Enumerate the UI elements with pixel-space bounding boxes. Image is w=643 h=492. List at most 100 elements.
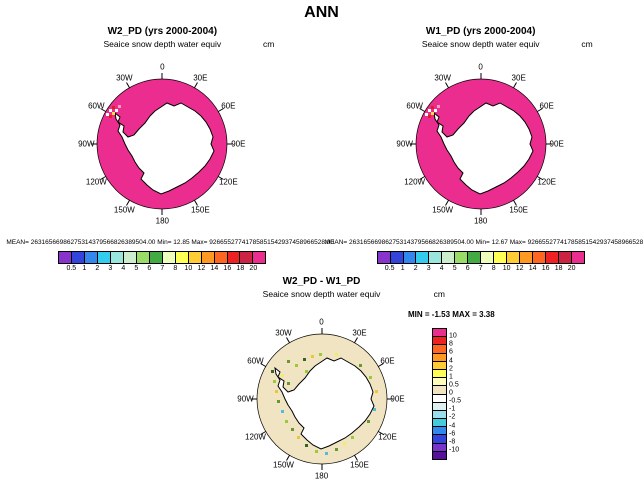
lon-label: 120W — [245, 432, 266, 442]
colorbar-segment — [187, 252, 201, 263]
colorbar-tick-label: 20 — [249, 265, 258, 272]
colorbar-tick-label: 12 — [197, 265, 206, 272]
colorbar-tick-label: 10 — [449, 332, 457, 340]
colorbar-tick-label: 2 — [449, 365, 453, 373]
lon-label: 30W — [434, 73, 451, 83]
lon-label: 60E — [539, 101, 554, 111]
colorbar-segment — [433, 336, 446, 345]
panel-w2-pd: W2_PD (yrs 2000-2004) Seaice snow depth … — [6, 24, 334, 274]
colorbar-segment — [433, 360, 446, 369]
colorbar-segment — [433, 368, 446, 378]
colorbar-segment — [433, 352, 446, 361]
colorbar-segment — [433, 418, 446, 427]
lon-label: 150W — [432, 205, 454, 215]
colorbar-tick-label: 1 — [82, 265, 87, 272]
colorbar-segment — [84, 252, 98, 263]
colorbar-tick-label: 2 — [413, 265, 418, 272]
polar-map-w2: 0 30W 30E 60W 60E 90W 90E 120W 120E 150W 150E 180 — [69, 51, 255, 237]
colorbar-tick-label: 8 — [449, 340, 453, 348]
colorbar-tick-label: 8 — [491, 265, 496, 272]
colorbar-tick-label: 14 — [210, 265, 219, 272]
lon-label: 0 — [478, 62, 483, 72]
colorbar-segment — [428, 252, 442, 263]
polar-map-svg — [90, 72, 234, 216]
colorbar-tick-label: 6 — [147, 265, 152, 272]
lon-label: 0 — [160, 62, 165, 72]
panel-title: W2_PD - W1_PD — [282, 276, 361, 287]
colorbar-tick-label: 5 — [452, 265, 457, 272]
colorbar-segment — [123, 252, 136, 263]
colorbar-tick-label: 20 — [567, 265, 576, 272]
colorbar-segment — [544, 252, 558, 263]
stats-line: MEAN= 26316566986275314379566826389504.0… — [6, 239, 334, 246]
lon-label: 90E — [231, 139, 246, 149]
colorbar-tick-label: 4 — [449, 357, 453, 364]
colorbar-segment — [433, 450, 446, 459]
lon-label: 30E — [511, 73, 526, 83]
colorbar-tick-label: -2 — [449, 413, 456, 421]
polar-map-svg — [409, 72, 553, 216]
units-label: cm — [581, 39, 593, 49]
colorbar-tick-label: 16 — [223, 265, 232, 272]
colorbar-segment — [174, 252, 188, 263]
colorbar-tick-label: -0.5 — [449, 397, 462, 405]
colorbar-tick-label: 2 — [95, 265, 100, 272]
figure-title: ANN — [304, 4, 339, 21]
colorbar-segment — [506, 252, 519, 263]
colorbar-segment — [518, 252, 532, 263]
polar-map-w1: 0 30W 30E 60W 60E 90W 90E 120W 120E 150W 150E 180 — [388, 51, 574, 237]
colorbar-segment — [71, 252, 85, 263]
colorbar-tick-label: -6 — [449, 430, 456, 438]
colorbar-tick-label: 6 — [465, 265, 470, 272]
lon-label: 120W — [85, 177, 107, 187]
colorbar-tick-label: 4 — [439, 265, 444, 272]
colorbar-segment — [239, 252, 253, 263]
panel-w1-pd: W1_PD (yrs 2000-2004) Seaice snow depth … — [325, 24, 643, 274]
colorbar-tick-label: 14 — [528, 265, 537, 272]
panel-title: W1_PD (yrs 2000-2004) — [425, 26, 536, 37]
variable-label: Seaice snow depth water equiv — [421, 39, 540, 49]
variable-label: Seaice snow depth water equiv — [262, 289, 381, 299]
panel-difference: W2_PD - W1_PD Seaice snow depth water eq… — [0, 276, 643, 490]
colorbar-segment — [493, 252, 507, 263]
colorbar-segment — [200, 252, 214, 263]
lon-label: 120W — [404, 177, 426, 187]
colorbar-tick-label: 0.5 — [449, 381, 459, 389]
colorbar-segment — [377, 252, 390, 263]
colorbar-segment — [441, 252, 455, 263]
colorbar-tick-label: 10 — [184, 265, 193, 272]
colorbar-tick-label: -1 — [449, 405, 456, 413]
colorbar-segment — [252, 252, 266, 263]
colorbar-segment — [148, 252, 162, 263]
minmax-label: MIN = -1.53 MAX = 3.38 — [408, 310, 495, 319]
lon-label: 30E — [352, 328, 367, 338]
colorbar-segment — [433, 401, 446, 410]
colorbar-w2: 0.5 1 2 3 4 5 6 7 8 10 12 14 16 18 20 — [58, 251, 267, 274]
lon-label: 90E — [549, 139, 564, 149]
colorbar-tick-label: 16 — [541, 265, 550, 272]
lon-label: 120E — [218, 177, 238, 187]
colorbar-segment — [433, 442, 446, 451]
lon-label: 60E — [221, 101, 236, 111]
colorbar-segment — [433, 393, 446, 402]
colorbar-tick-label: 1 — [449, 373, 453, 381]
colorbar-segment — [531, 252, 545, 263]
colorbar-segment — [161, 252, 175, 263]
colorbar-tick-label: 18 — [554, 265, 563, 272]
colorbar-w1: 0.5 1 2 3 4 5 6 7 8 10 12 14 16 18 20 — [376, 251, 585, 274]
colorbar-tick-label: 3 — [426, 265, 431, 272]
variable-label: Seaice snow depth water equiv — [103, 39, 222, 49]
colorbar-segment — [570, 252, 584, 263]
colorbar-segment — [480, 252, 494, 263]
lon-label: 150W — [273, 460, 294, 470]
polar-map-svg — [250, 327, 393, 471]
colorbar-tick-label: -4 — [449, 422, 456, 429]
colorbar-tick-label: 4 — [121, 265, 126, 272]
colorbar-segment — [433, 377, 446, 386]
colorbar-segment — [59, 252, 72, 263]
colorbar-segment — [433, 409, 446, 419]
colorbar-tick-label: 5 — [134, 265, 139, 272]
colorbar-tick-label: -8 — [449, 438, 456, 446]
colorbar-segment — [213, 252, 227, 263]
panel-subtitle-row: Seaice snow depth water equiv cm — [325, 39, 637, 50]
